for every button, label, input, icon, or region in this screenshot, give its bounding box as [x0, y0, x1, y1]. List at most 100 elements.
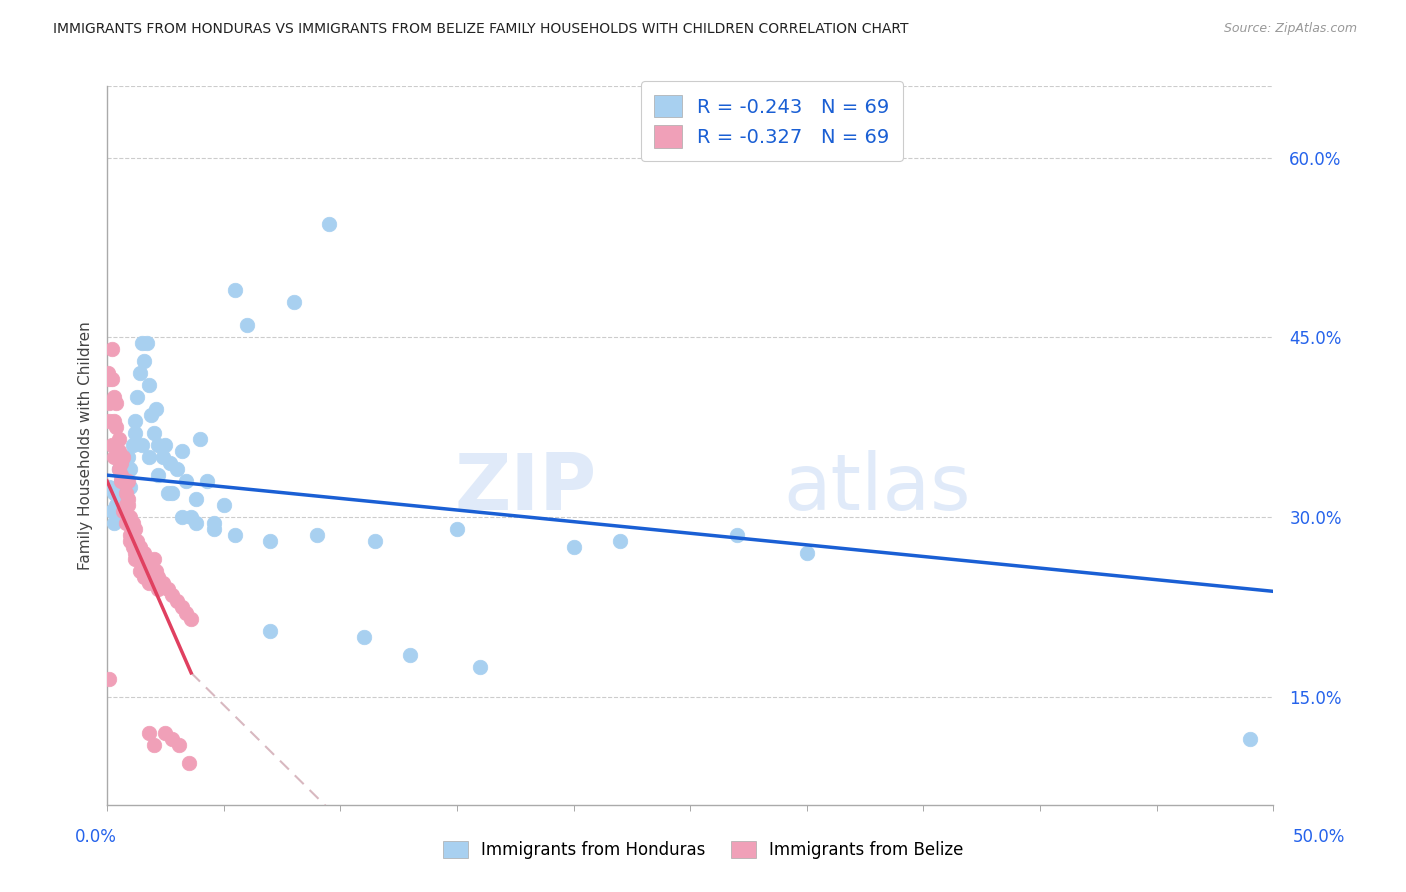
Point [108, 462, 131, 476]
Point [364, 534, 387, 549]
Point [212, 498, 235, 512]
Point [184, 492, 207, 507]
Point [159, 456, 181, 470]
Point [124, 552, 146, 566]
Point [121, 516, 143, 530]
Point [128, 540, 150, 554]
Point [204, 516, 226, 530]
Point [105, 420, 128, 434]
Point [108, 462, 131, 476]
Legend: Immigrants from Honduras, Immigrants from Belize: Immigrants from Honduras, Immigrants fro… [434, 833, 972, 868]
Point [135, 558, 157, 572]
Point [110, 474, 132, 488]
Point [108, 444, 131, 458]
Text: 50.0%: 50.0% [1292, 828, 1346, 846]
Point [142, 738, 165, 752]
Point [124, 414, 146, 428]
Legend: R = -0.243   N = 69, R = -0.327   N = 69: R = -0.243 N = 69, R = -0.327 N = 69 [641, 81, 903, 161]
Point [101, 438, 124, 452]
Point [112, 456, 135, 470]
Point [110, 510, 132, 524]
Point [236, 318, 259, 333]
Point [353, 630, 375, 644]
Point [142, 552, 165, 566]
Point [131, 552, 153, 566]
Point [141, 409, 163, 423]
Point [170, 510, 193, 524]
Point [117, 498, 139, 512]
Point [120, 480, 142, 494]
Point [138, 450, 160, 465]
Point [190, 432, 212, 446]
Point [562, 540, 585, 554]
Point [148, 438, 170, 452]
Point [180, 612, 202, 626]
Point [162, 588, 184, 602]
Point [110, 468, 132, 483]
Point [204, 522, 226, 536]
Point [184, 516, 207, 530]
Text: ZIP: ZIP [454, 450, 598, 526]
Point [98, 372, 121, 386]
Point [259, 534, 281, 549]
Point [166, 594, 188, 608]
Point [307, 528, 329, 542]
Point [156, 486, 179, 500]
Point [135, 336, 157, 351]
Point [110, 474, 132, 488]
Point [121, 438, 143, 452]
Point [138, 576, 160, 591]
Point [177, 756, 200, 770]
Point [162, 486, 184, 500]
Point [169, 738, 191, 752]
Point [470, 660, 492, 674]
Point [108, 432, 131, 446]
Point [128, 564, 150, 578]
Point [152, 450, 174, 465]
Point [127, 534, 149, 549]
Point [112, 504, 135, 518]
Point [105, 396, 128, 410]
Point [97, 367, 120, 381]
Point [128, 367, 150, 381]
Point [103, 486, 125, 500]
Point [114, 510, 136, 524]
Point [112, 474, 135, 488]
Point [166, 462, 188, 476]
Point [121, 540, 143, 554]
Point [120, 510, 142, 524]
Point [318, 217, 340, 231]
Point [138, 558, 160, 572]
Point [121, 528, 143, 542]
Point [141, 570, 163, 584]
Point [134, 546, 156, 560]
Point [120, 528, 142, 542]
Point [103, 390, 125, 404]
Point [145, 564, 167, 578]
Point [138, 725, 160, 739]
Point [112, 498, 135, 512]
Point [725, 528, 748, 542]
Point [155, 725, 177, 739]
Point [138, 378, 160, 392]
Point [98, 480, 121, 494]
Point [170, 444, 193, 458]
Point [101, 504, 124, 518]
Point [124, 546, 146, 560]
Point [105, 504, 128, 518]
Point [259, 624, 281, 638]
Point [224, 528, 246, 542]
Point [112, 450, 135, 465]
Point [148, 468, 170, 483]
Y-axis label: Family Households with Children: Family Households with Children [79, 321, 93, 570]
Point [162, 731, 184, 746]
Point [124, 522, 146, 536]
Point [98, 672, 121, 686]
Text: atlas: atlas [783, 450, 972, 526]
Point [224, 283, 246, 297]
Point [103, 414, 125, 428]
Point [103, 450, 125, 465]
Point [114, 474, 136, 488]
Point [124, 426, 146, 441]
Point [131, 336, 153, 351]
